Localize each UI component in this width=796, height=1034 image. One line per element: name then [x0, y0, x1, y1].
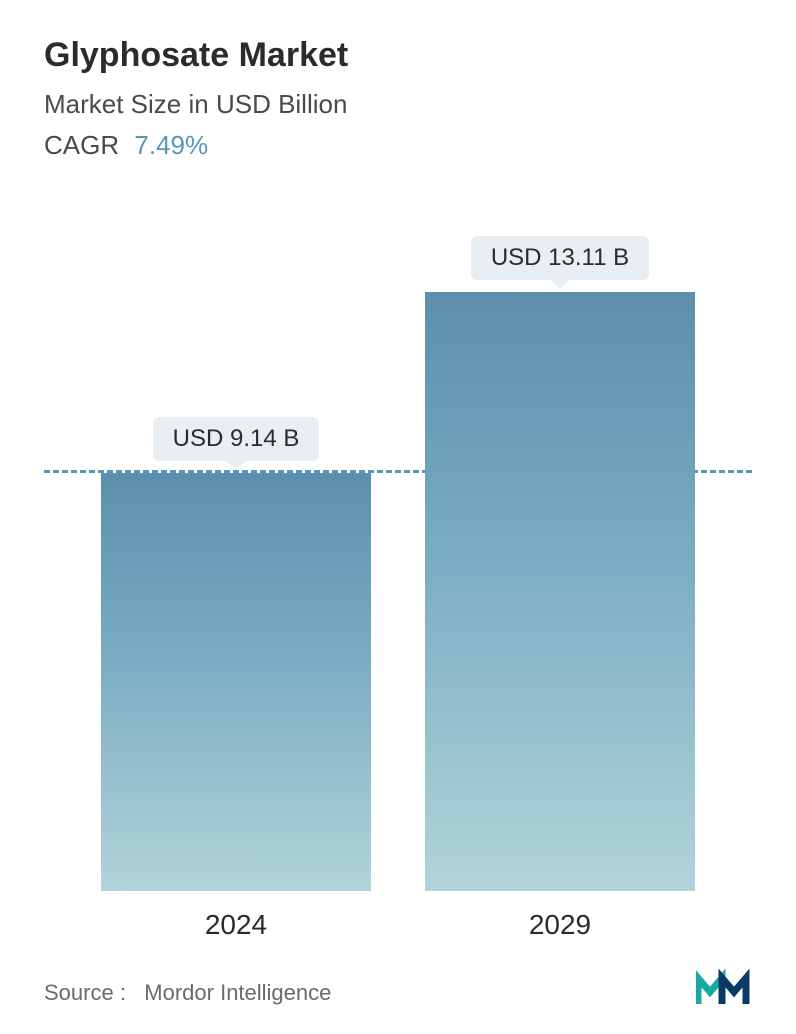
bar-value-label: USD 9.14 B	[153, 417, 320, 461]
footer: Source : Mordor Intelligence	[44, 966, 752, 1006]
source-value: Mordor Intelligence	[144, 980, 331, 1005]
x-axis-label: 2029	[425, 909, 695, 941]
source-text: Source : Mordor Intelligence	[44, 980, 331, 1006]
x-axis-label: 2024	[101, 909, 371, 941]
bar-wrap: USD 13.11 B	[425, 236, 695, 891]
cagr-value: 7.49%	[134, 130, 208, 160]
chart-title: Glyphosate Market	[44, 36, 752, 75]
mordor-logo-icon	[696, 966, 752, 1006]
cagr-label: CAGR	[44, 130, 119, 160]
bar-value-label: USD 13.11 B	[471, 236, 649, 280]
chart-area: USD 9.14 B USD 13.11 B	[44, 201, 752, 891]
x-axis-labels: 2024 2029	[44, 909, 752, 941]
bar-wrap: USD 9.14 B	[101, 417, 371, 891]
source-label: Source :	[44, 980, 126, 1005]
bar	[101, 473, 371, 891]
bar	[425, 292, 695, 891]
bars-container: USD 9.14 B USD 13.11 B	[44, 201, 752, 891]
chart-subtitle: Market Size in USD Billion	[44, 89, 752, 120]
cagr-line: CAGR 7.49%	[44, 130, 752, 161]
